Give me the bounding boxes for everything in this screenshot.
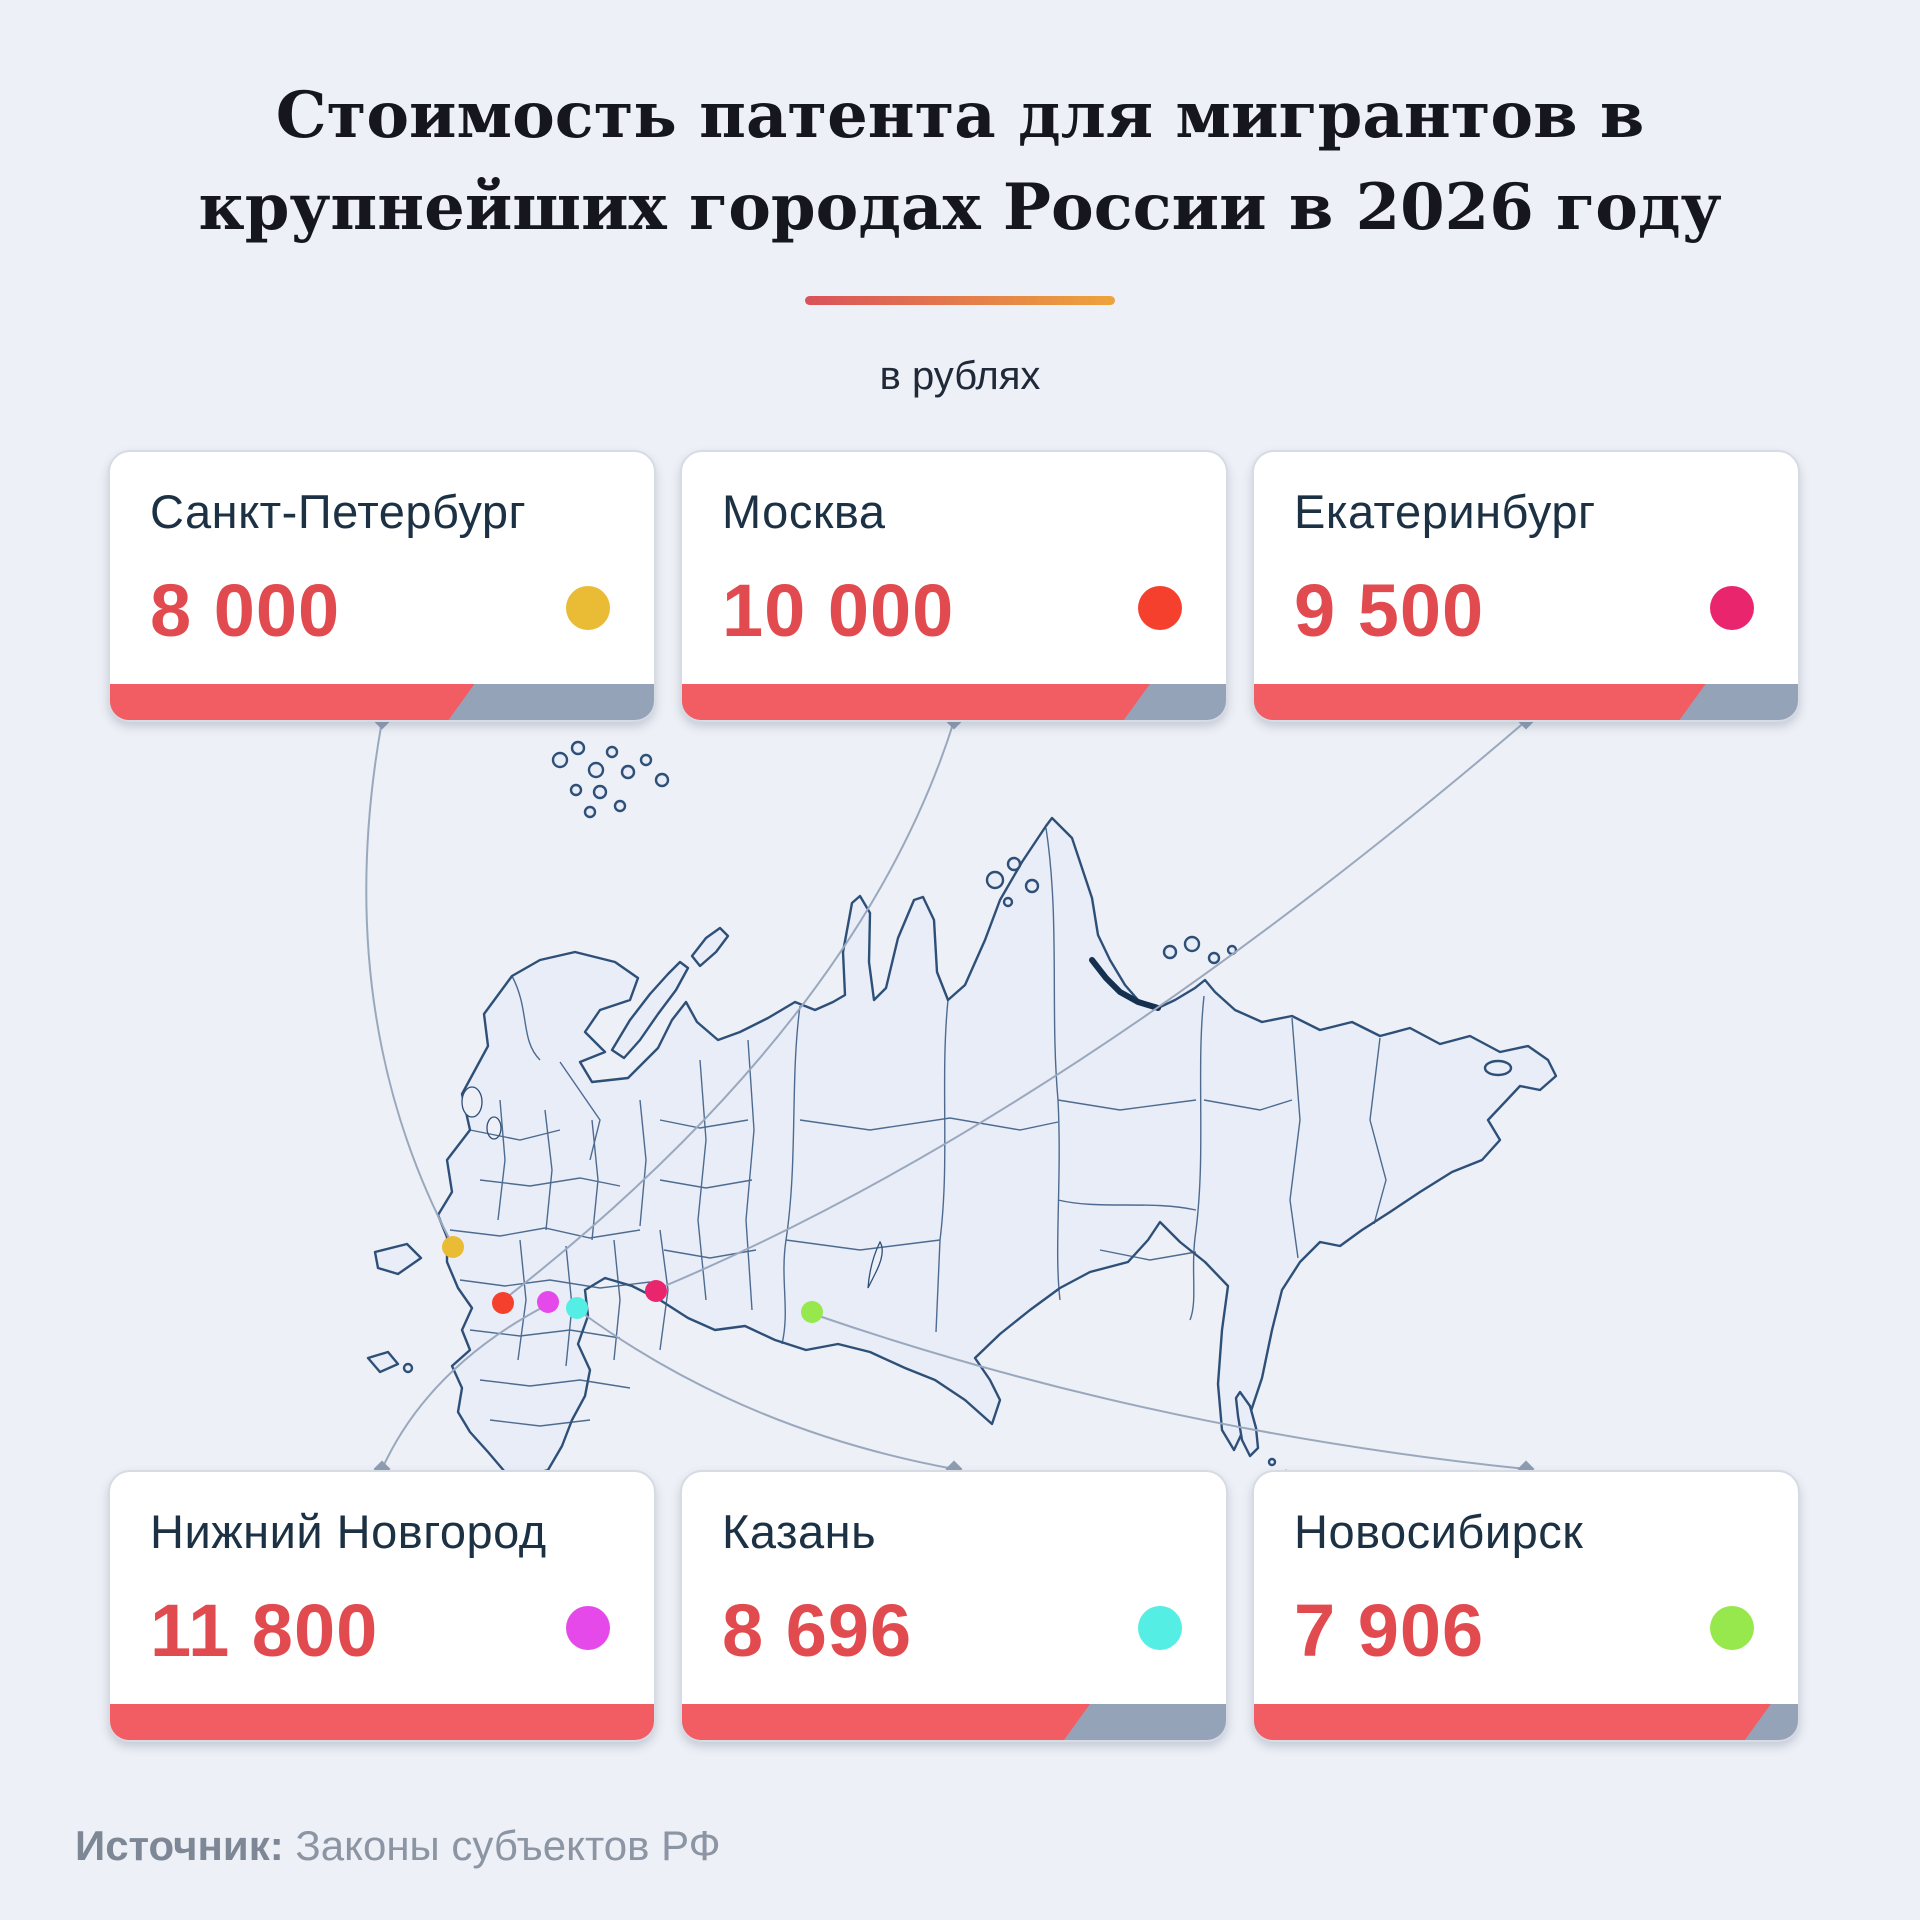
connector-nizhny [381, 1305, 546, 1470]
price-bar-fill [682, 1704, 1090, 1740]
russia-landmass [366, 740, 1558, 1479]
price-bar [1254, 1704, 1798, 1740]
city-name: Новосибирск [1294, 1505, 1584, 1558]
city-color-dot [566, 586, 610, 630]
connector-spb [365, 720, 451, 1241]
novaya-zemlya [610, 960, 690, 1060]
patent-price: 11 800 [150, 1589, 379, 1672]
source-text: Законы субъектов РФ [283, 1822, 721, 1869]
connector-moscow [505, 720, 955, 1299]
city-color-dot [1138, 586, 1182, 630]
city-color-dot [1138, 1606, 1182, 1650]
title-line-1: Стоимость патента для мигрантов в [275, 78, 1645, 153]
patent-price: 8 696 [722, 1589, 913, 1672]
units-subtitle: в рублях [879, 354, 1041, 398]
title-line-2: крупнейших городах России в 2026 году [198, 170, 1722, 245]
patent-price: 9 500 [1294, 569, 1485, 652]
city-name: Казань [722, 1505, 877, 1558]
lake-ladoga [461, 1086, 483, 1118]
city-color-dot [566, 1606, 610, 1650]
price-bar [682, 1704, 1226, 1740]
price-bar-fill [1254, 684, 1706, 720]
city-card-nizhny: Нижний Новгород 11 800 [108, 1470, 656, 1742]
taymyr-coast [1089, 957, 1161, 1011]
page-title: Стоимость патента для мигрантов в крупне… [0, 70, 1920, 254]
city-card-ekaterinburg: Екатеринбург 9 500 [1252, 450, 1800, 722]
patent-price: 10 000 [722, 569, 955, 652]
price-bar [110, 1704, 654, 1740]
city-card-moscow: Москва 10 000 [680, 450, 1228, 722]
connector-lines [365, 720, 1527, 1470]
city-color-dot [1710, 586, 1754, 630]
city-card-novosibirsk: Новосибирск 7 906 [1252, 1470, 1800, 1742]
lake-baikal [867, 1240, 883, 1289]
source-label: Источник: [75, 1822, 284, 1869]
region-borders [449, 827, 1387, 1427]
map-dot-kazan [566, 1297, 588, 1319]
arctic-islands [551, 740, 670, 819]
patent-price: 7 906 [1294, 1589, 1485, 1672]
title-divider [805, 296, 1115, 305]
connector-ekaterinburg [659, 720, 1527, 1289]
map-dot-moscow [492, 1292, 514, 1314]
price-bar-fill [682, 684, 1150, 720]
price-bar-fill [110, 684, 474, 720]
city-color-dot [1710, 1606, 1754, 1650]
connector-kazan [580, 1311, 955, 1470]
sakhalin-island [1234, 1390, 1260, 1458]
map-city-dots [442, 1236, 823, 1323]
kaliningrad-region [373, 1242, 423, 1276]
price-bar [1254, 684, 1798, 720]
city-card-kazan: Казань 8 696 [680, 1470, 1228, 1742]
source-line: Источник: Законы субъектов РФ [75, 1822, 721, 1870]
price-bar [110, 684, 654, 720]
connector-novosibirsk [815, 1314, 1527, 1470]
patent-price: 8 000 [150, 569, 341, 652]
price-bar [682, 684, 1226, 720]
city-name: Москва [722, 485, 886, 538]
price-bar-fill [1254, 1704, 1771, 1740]
map-dot-spb [442, 1236, 464, 1258]
city-name: Екатеринбург [1294, 485, 1596, 538]
city-name: Нижний Новгород [150, 1505, 547, 1558]
city-name: Санкт-Петербург [150, 485, 527, 538]
map-dot-novosibirsk [801, 1301, 823, 1323]
city-card-spb: Санкт-Петербург 8 000 [108, 450, 656, 722]
map-dot-nizhny [537, 1291, 559, 1313]
price-bar-fill [110, 1704, 654, 1740]
map-dot-ekaterinburg [645, 1280, 667, 1302]
